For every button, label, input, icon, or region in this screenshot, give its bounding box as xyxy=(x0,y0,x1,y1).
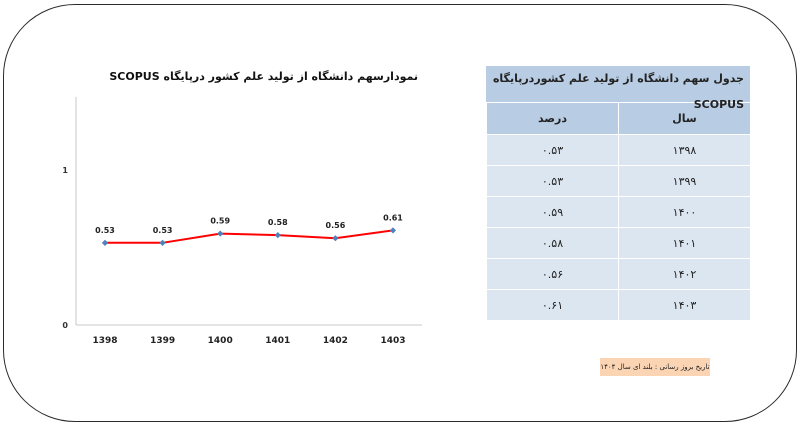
cell-year: ۱۴۰۲ xyxy=(618,258,750,289)
x-tick-label: 1398 xyxy=(92,336,117,346)
data-point xyxy=(217,230,224,237)
cell-year: ۱۴۰۱ xyxy=(618,227,750,258)
share-table: جدول سهم دانشگاه از تولید علم کشوردرپایگ… xyxy=(486,66,750,320)
data-point xyxy=(389,227,397,234)
cell-percent: ۰.۵۳ xyxy=(486,134,618,165)
cell-year: ۱۴۰۳ xyxy=(618,289,750,320)
cell-percent: ۰.۵۹ xyxy=(486,196,618,227)
data-label: 0.53 xyxy=(95,226,115,235)
data-point xyxy=(332,235,339,242)
table-row: ۱۴۰۱ ۰.۵۸ xyxy=(486,227,750,258)
cell-year: ۱۳۹۹ xyxy=(618,165,750,196)
data-point xyxy=(101,239,109,246)
table-title: جدول سهم دانشگاه از تولید علم کشوردرپایگ… xyxy=(486,66,750,111)
table-row: ۱۳۹۸ ۰.۵۳ xyxy=(486,134,750,165)
update-date-note: تاریخ بروز رسانی : بلند ای سال ۱۴۰۴ xyxy=(600,358,710,376)
table-row: ۱۴۰۳ ۰.۶۱ xyxy=(486,289,750,320)
x-tick-label: 1399 xyxy=(150,336,175,346)
y-tick-label: 1 xyxy=(62,166,68,175)
x-tick-label: 1403 xyxy=(380,336,405,346)
cell-percent: ۰.۵۳ xyxy=(486,165,618,196)
table-header-row: سال درصد xyxy=(486,102,750,134)
y-tick-label: 0 xyxy=(62,321,68,330)
chart-title: نمودارسهم دانشگاه از تولید علم کشور درپا… xyxy=(109,70,418,83)
data-table: سال درصد ۱۳۹۸ ۰.۵۳ ۱۳۹۹ ۰.۵۳ ۱۴۰۰ ۰.۵۹ ۱… xyxy=(486,102,750,320)
header-percent: درصد xyxy=(486,102,618,134)
series-line xyxy=(105,229,394,244)
header-year: سال xyxy=(618,102,750,134)
table-row: ۱۳۹۹ ۰.۵۳ xyxy=(486,165,750,196)
data-label: 0.61 xyxy=(383,213,403,222)
data-label: 0.59 xyxy=(210,217,230,226)
x-tick-label: 1402 xyxy=(323,336,348,346)
x-tick-label: 1400 xyxy=(208,336,233,346)
cell-percent: ۰.۶۱ xyxy=(486,289,618,320)
data-point xyxy=(159,239,166,246)
data-label: 0.56 xyxy=(326,221,346,230)
cell-percent: ۰.۵۸ xyxy=(486,227,618,258)
table-row: ۱۴۰۰ ۰.۵۹ xyxy=(486,196,750,227)
data-point xyxy=(274,231,281,239)
cell-year: ۱۳۹۸ xyxy=(618,134,750,165)
cell-percent: ۰.۵۶ xyxy=(486,258,618,289)
data-label: 0.58 xyxy=(268,218,288,227)
x-tick-label: 1401 xyxy=(265,336,290,346)
data-label: 0.53 xyxy=(153,226,173,235)
cell-year: ۱۴۰۰ xyxy=(618,196,750,227)
table-row: ۱۴۰۲ ۰.۵۶ xyxy=(486,258,750,289)
